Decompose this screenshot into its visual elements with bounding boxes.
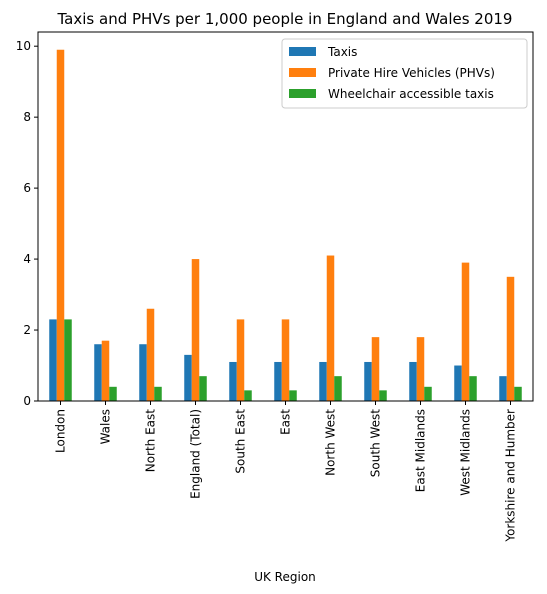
bar-private-hire-vehicles-phvs-7 (371, 337, 380, 401)
y-tick-label-1: 2 (23, 323, 31, 337)
legend-box (281, 38, 528, 109)
x-tick-label-10: Yorkshire and Humber (504, 409, 518, 543)
bar-taxis-10 (499, 376, 507, 401)
bar-wheelchair-accessible-taxis-2 (154, 386, 162, 401)
bar-private-hire-vehicles-phvs-6 (326, 255, 335, 401)
legend-label-2: Wheelchair accessible taxis (328, 87, 494, 101)
x-tick-label-4: South East (234, 409, 248, 474)
bar-taxis-6 (319, 361, 327, 401)
x-tick-label-5: East (279, 409, 293, 435)
bar-wheelchair-accessible-taxis-0 (64, 319, 72, 401)
y-tick-label-0: 0 (23, 394, 31, 408)
y-tick-label-4: 8 (23, 110, 31, 124)
bar-private-hire-vehicles-phvs-3 (191, 259, 200, 401)
x-tick-label-9: West Midlands (459, 409, 473, 496)
bar-private-hire-vehicles-phvs-8 (416, 337, 425, 401)
bar-wheelchair-accessible-taxis-1 (109, 386, 117, 401)
bar-wheelchair-accessible-taxis-10 (514, 386, 522, 401)
bar-taxis-9 (454, 365, 462, 401)
bar-taxis-2 (139, 344, 147, 401)
y-tick-label-2: 4 (23, 252, 31, 266)
legend: Taxis Private Hire Vehicles (PHVs) Wheelch… (281, 38, 528, 109)
bar-private-hire-vehicles-phvs-9 (461, 262, 470, 401)
bar-private-hire-vehicles-phvs-2 (146, 308, 155, 401)
chart-title: Taxis and PHVs per 1,000 people in Engla… (57, 10, 513, 28)
plot-frame (37, 31, 534, 402)
bar-taxis-3 (184, 354, 192, 401)
y-tick-label-3: 6 (23, 181, 31, 195)
bar-taxis-5 (274, 361, 282, 401)
x-axis: London Wales North East England (Total) Sout… (54, 401, 518, 543)
x-tick-label-2: North East (144, 409, 158, 473)
bar-private-hire-vehicles-phvs-0 (56, 49, 65, 401)
bar-taxis-4 (229, 361, 237, 401)
bar-private-hire-vehicles-phvs-5 (281, 319, 290, 401)
bar-wheelchair-accessible-taxis-7 (379, 390, 387, 401)
legend-label-0: Taxis (327, 45, 357, 59)
x-tick-label-6: North West (324, 409, 338, 476)
x-tick-label-1: Wales (99, 409, 113, 444)
bars-group (49, 49, 522, 401)
legend-swatch-1 (289, 68, 316, 77)
bar-taxis-8 (409, 361, 417, 401)
bar-wheelchair-accessible-taxis-9 (469, 376, 477, 401)
legend-swatch-2 (289, 89, 316, 98)
bar-wheelchair-accessible-taxis-8 (424, 386, 432, 401)
x-axis-label: UK Region (254, 570, 316, 584)
bar-wheelchair-accessible-taxis-4 (244, 390, 252, 401)
x-tick-label-0: London (54, 409, 68, 453)
legend-label-1: Private Hire Vehicles (PHVs) (328, 66, 495, 80)
bar-taxis-1 (94, 344, 102, 401)
bar-private-hire-vehicles-phvs-4 (236, 319, 245, 401)
bar-private-hire-vehicles-phvs-10 (506, 276, 515, 401)
bar-wheelchair-accessible-taxis-6 (334, 376, 342, 401)
legend-swatch-0 (289, 47, 316, 56)
y-tick-label-5: 10 (16, 39, 31, 53)
x-tick-label-7: South West (369, 409, 383, 477)
bar-taxis-7 (364, 361, 372, 401)
bar-wheelchair-accessible-taxis-3 (199, 376, 207, 401)
x-tick-label-8: East Midlands (414, 409, 428, 492)
y-axis: 0 2 4 6 8 10 (16, 39, 38, 408)
x-tick-label-3: England (Total) (189, 409, 203, 499)
bar-wheelchair-accessible-taxis-5 (289, 390, 297, 401)
bar-private-hire-vehicles-phvs-1 (101, 340, 110, 401)
bar-taxis-0 (49, 319, 57, 401)
